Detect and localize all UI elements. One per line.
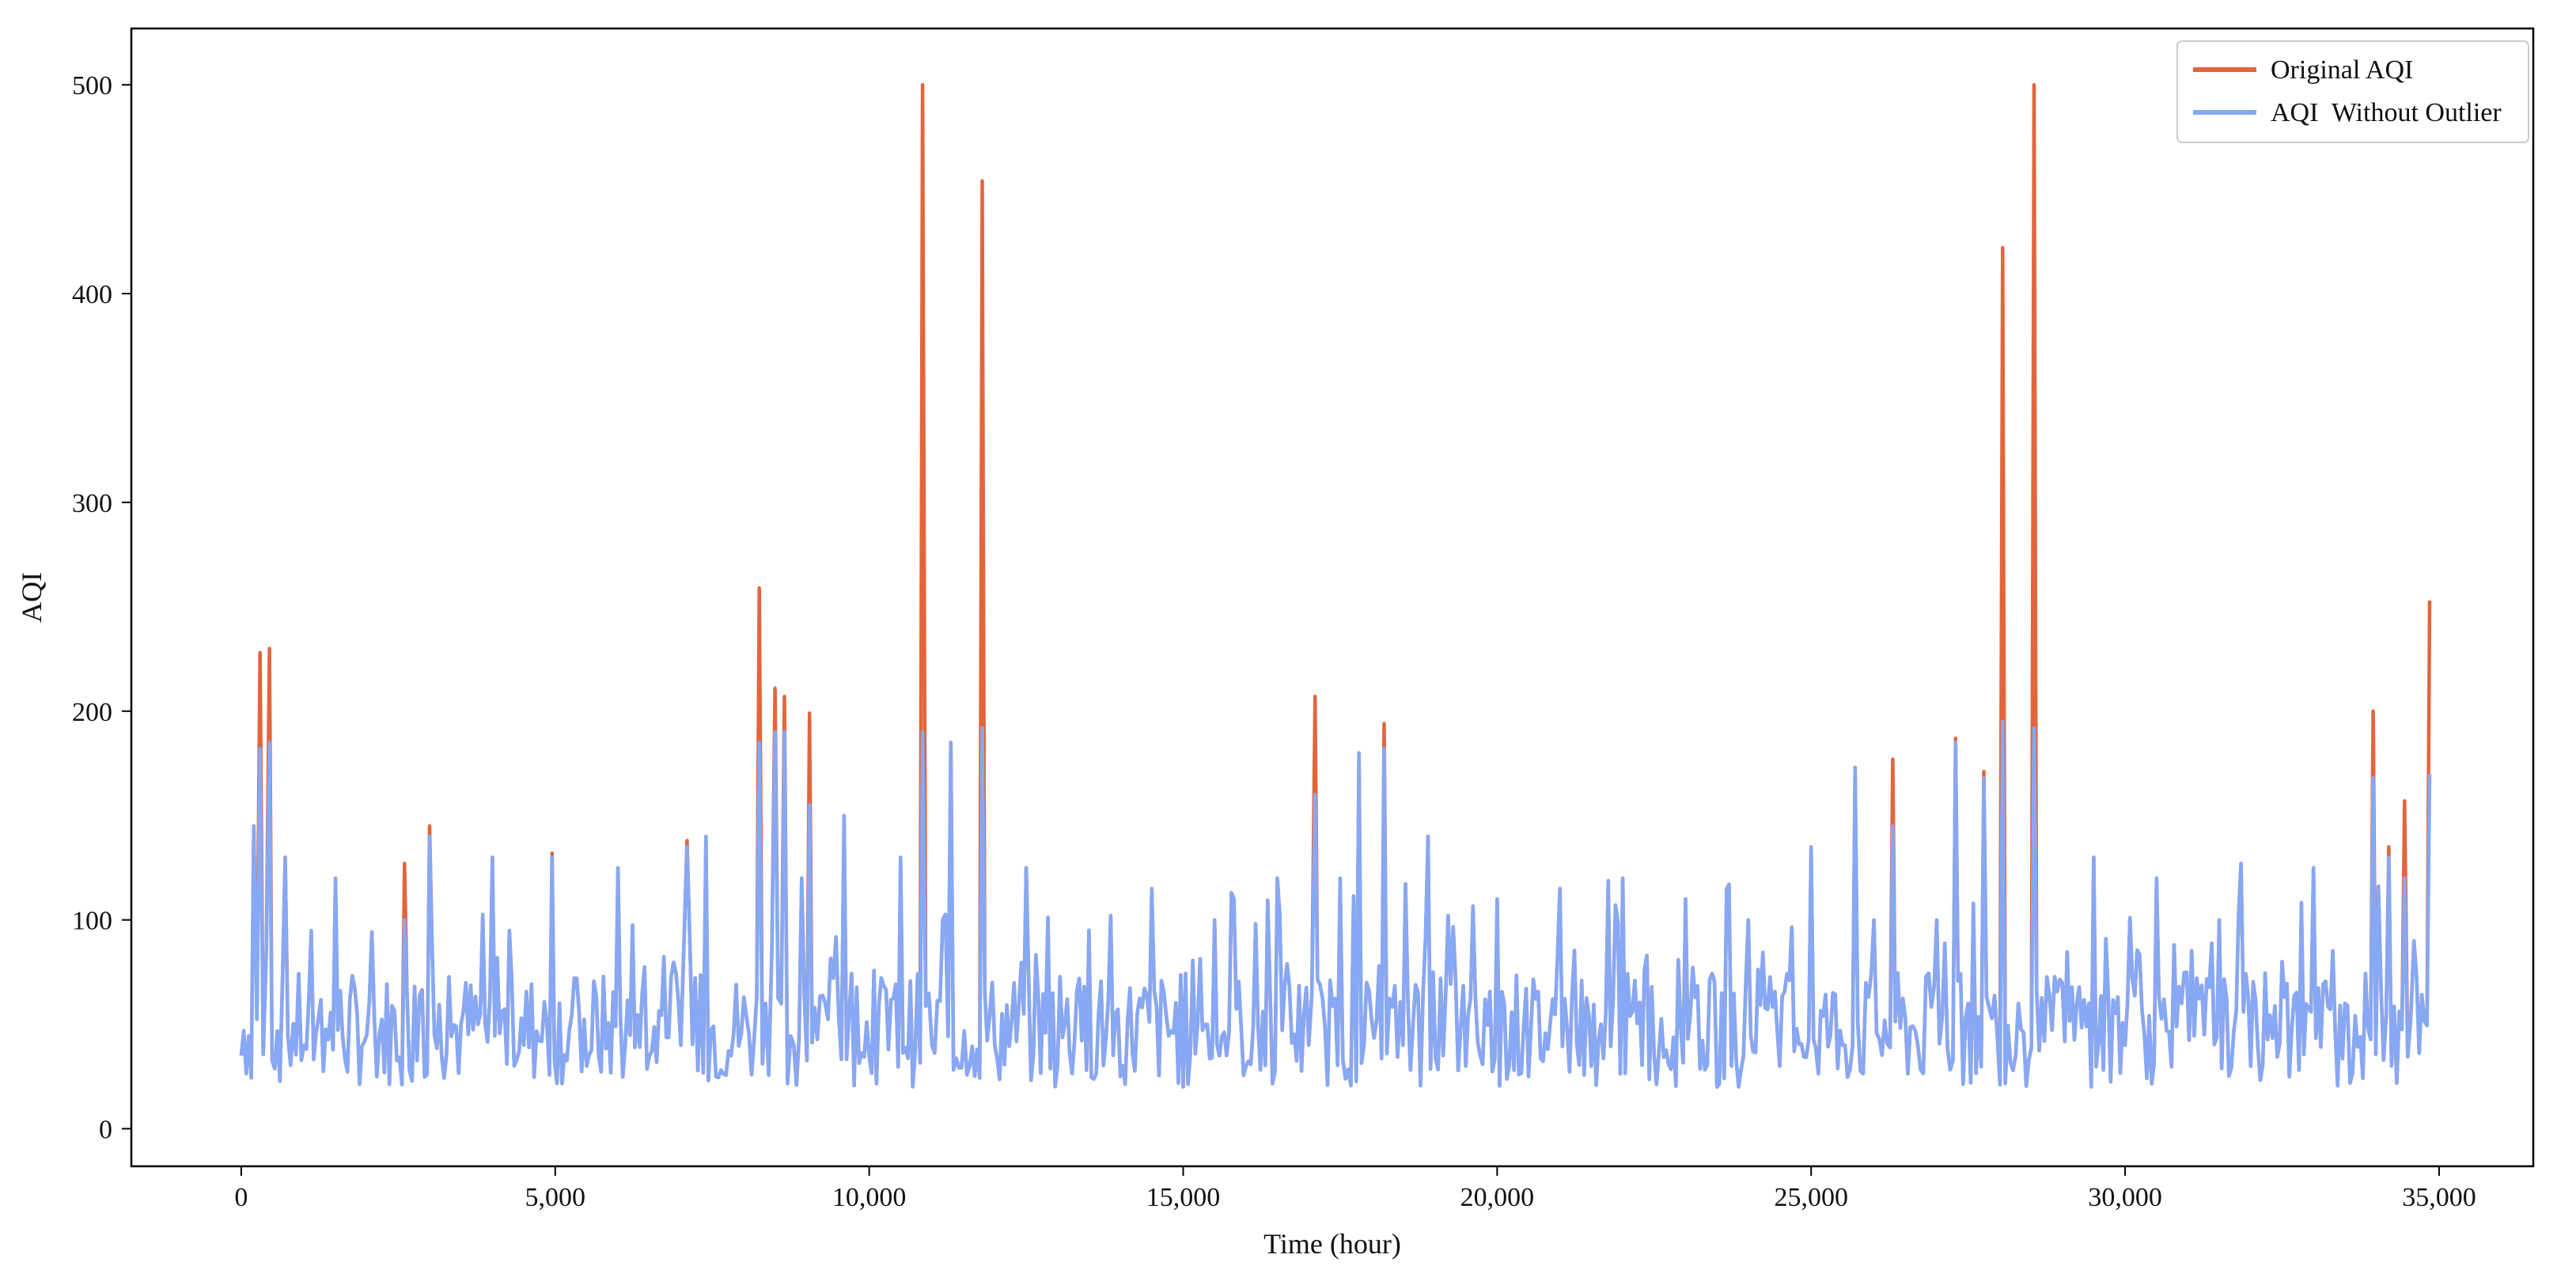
y-tick-label: 500 (72, 71, 112, 100)
y-tick-label: 300 (72, 489, 112, 518)
legend: Original AQI AQI Without Outlier (2176, 40, 2529, 143)
legend-box (2176, 40, 2529, 143)
x-tick-label: 5,000 (525, 1183, 586, 1212)
y-axis-label: AQI (16, 572, 47, 623)
x-tick-label: 15,000 (1146, 1183, 1221, 1212)
x-axis-label: Time (hour) (1263, 1228, 1401, 1260)
x-tick-label: 20,000 (1460, 1183, 1535, 1212)
series-aqi-without-outlier (239, 719, 2432, 1089)
x-axis: 0 5,000 10,000 15,000 20,000 25,000 30,000 35,0… (234, 1166, 2476, 1212)
y-tick-label: 100 (72, 907, 112, 936)
series-original-aqi (239, 82, 2432, 1089)
y-axis: 0 100 200 300 400 500 (72, 71, 131, 1145)
x-tick-label: 10,000 (832, 1183, 907, 1212)
x-tick-label: 0 (234, 1183, 248, 1212)
x-tick-label: 35,000 (2402, 1183, 2476, 1212)
series-layer (239, 82, 2432, 1089)
plot-frame (130, 27, 2535, 1168)
x-tick-label: 30,000 (2088, 1183, 2162, 1212)
y-tick-label: 400 (72, 280, 112, 309)
legend-label-original-aqi: Original AQI (2271, 55, 2413, 85)
y-tick-label: 200 (72, 698, 112, 727)
legend-label-aqi-without-outlier: AQI Without Outlier (2271, 98, 2502, 127)
y-tick-label: 0 (99, 1116, 112, 1145)
x-tick-label: 25,000 (1774, 1183, 1848, 1212)
